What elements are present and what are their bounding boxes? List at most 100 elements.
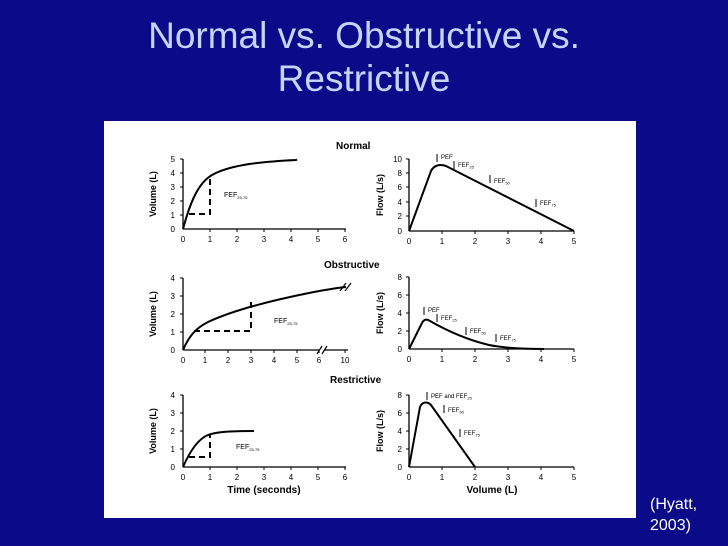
- xtick: 2: [473, 237, 478, 246]
- fef50-label: FEF50: [470, 329, 487, 336]
- ytick: 3: [171, 292, 176, 301]
- fef25-label: FEF25: [441, 316, 458, 323]
- fef50-label: FEF50: [494, 179, 511, 186]
- ytick: 2: [171, 310, 176, 319]
- xtick: 3: [506, 237, 511, 246]
- xtick: 1: [203, 356, 208, 365]
- xtick: 4: [272, 356, 277, 365]
- y-axis-label: Volume (L): [148, 291, 158, 337]
- ytick: 6: [398, 183, 403, 192]
- xtick: 1: [208, 235, 213, 244]
- ytick: 5: [171, 155, 176, 164]
- xtick: 0: [407, 355, 412, 364]
- ytick: 4: [398, 309, 403, 318]
- ytick: 0: [398, 345, 403, 354]
- section-label-obstructive: Obstructive: [324, 260, 380, 271]
- section-label-restrictive: Restrictive: [330, 375, 382, 386]
- xtick: 0: [407, 237, 412, 246]
- restrictive-volume-time-plot: 0 1 2 3 4 0 1 2 3 4 5 6 Time (seconds) V…: [148, 391, 348, 496]
- xtick: 3: [506, 473, 511, 482]
- ytick: 1: [171, 328, 176, 337]
- normal-flow-volume-plot: 0 2 4 6 8 10 0 1 2 3 4 5 Flow (L/s): [375, 154, 577, 246]
- ytick: 2: [398, 327, 403, 336]
- xtick: 0: [181, 235, 186, 244]
- ytick: 0: [171, 225, 176, 234]
- xtick: 10: [341, 356, 350, 365]
- xtick: 5: [316, 235, 321, 244]
- ytick: 4: [398, 427, 403, 436]
- xtick: 4: [539, 473, 544, 482]
- title-line-1: Normal vs. Obstructive vs.: [148, 15, 580, 56]
- xtick: 2: [226, 356, 231, 365]
- pef-label: PEF: [441, 155, 453, 161]
- fef75-label: FEF75: [500, 336, 517, 343]
- pef-label: PEF: [428, 308, 440, 314]
- ytick: 1: [171, 445, 176, 454]
- ytick: 2: [398, 212, 403, 221]
- restrictive-flow-volume-plot: 0 2 4 6 8 0 1 2 3 4 5 Volume (L) Flow (L…: [375, 391, 577, 496]
- ytick: 3: [171, 183, 176, 192]
- fef-annotation: FEF25-75: [224, 192, 248, 200]
- y-axis-label: Flow (L/s): [375, 292, 385, 334]
- fef-annotation: FEF25-75: [274, 318, 298, 326]
- citation: (Hyatt, 2003): [650, 494, 720, 536]
- pef-fef25-label: PEF and FEF25: [431, 394, 473, 401]
- ytick: 4: [171, 391, 176, 400]
- xtick: 1: [440, 237, 445, 246]
- xtick: 2: [235, 235, 240, 244]
- slide-title: Normal vs. Obstructive vs. Restrictive: [0, 14, 728, 100]
- xtick: 5: [295, 356, 300, 365]
- xtick: 5: [572, 473, 577, 482]
- xtick: 1: [440, 473, 445, 482]
- spirometry-diagram: Normal 0 1 2 3 4 5 0 1 2 3 4 5 6: [148, 141, 577, 496]
- ytick: 4: [171, 169, 176, 178]
- citation-line-1: (Hyatt,: [650, 496, 698, 513]
- xtick: 5: [572, 355, 577, 364]
- y-axis-label: Flow (L/s): [375, 410, 385, 452]
- ytick: 8: [398, 169, 403, 178]
- ytick: 3: [171, 409, 176, 418]
- xtick: 3: [262, 235, 267, 244]
- y-axis-label: Flow (L/s): [375, 174, 385, 216]
- obstructive-volume-time-plot: 0 1 2 3 4 0 1 2 3 4 5 6 10 Volume (L): [148, 274, 352, 365]
- x-axis-label: Volume (L): [467, 485, 518, 496]
- xtick: 3: [249, 356, 254, 365]
- xtick: 3: [262, 473, 267, 482]
- ytick: 2: [171, 197, 176, 206]
- xtick: 2: [473, 355, 478, 364]
- xtick: 4: [289, 235, 294, 244]
- ytick: 10: [393, 155, 402, 164]
- xtick: 5: [572, 237, 577, 246]
- x-axis-label: Time (seconds): [227, 485, 300, 496]
- fef50-label: FEF50: [448, 408, 465, 415]
- ytick: 1: [171, 211, 176, 220]
- xtick: 2: [473, 473, 478, 482]
- obstructive-flow-volume-plot: 0 2 4 6 8 0 1 2 3 4 5 Flow (L/s) PEF: [375, 273, 577, 364]
- xtick: 0: [181, 356, 186, 365]
- ytick: 4: [398, 198, 403, 207]
- fef-annotation: FEF25-75: [236, 444, 260, 452]
- xtick: 0: [407, 473, 412, 482]
- ytick: 8: [398, 273, 403, 282]
- xtick: 4: [539, 355, 544, 364]
- ytick: 6: [398, 291, 403, 300]
- xtick: 2: [235, 473, 240, 482]
- xtick: 6: [317, 356, 322, 365]
- citation-line-2: 2003): [650, 517, 691, 534]
- xtick: 6: [343, 473, 348, 482]
- title-line-2: Restrictive: [277, 58, 451, 99]
- ytick: 0: [398, 463, 403, 472]
- ytick: 0: [398, 227, 403, 236]
- fef75-label: FEF75: [540, 201, 557, 208]
- xtick: 1: [208, 473, 213, 482]
- ytick: 2: [398, 445, 403, 454]
- ytick: 0: [171, 463, 176, 472]
- xtick: 6: [343, 235, 348, 244]
- y-axis-label: Volume (L): [148, 408, 158, 454]
- xtick: 1: [440, 355, 445, 364]
- fef25-label: FEF25: [458, 163, 475, 170]
- fef75-label: FEF75: [464, 431, 481, 438]
- y-axis-label: Volume (L): [148, 171, 158, 217]
- xtick: 3: [506, 355, 511, 364]
- xtick: 4: [289, 473, 294, 482]
